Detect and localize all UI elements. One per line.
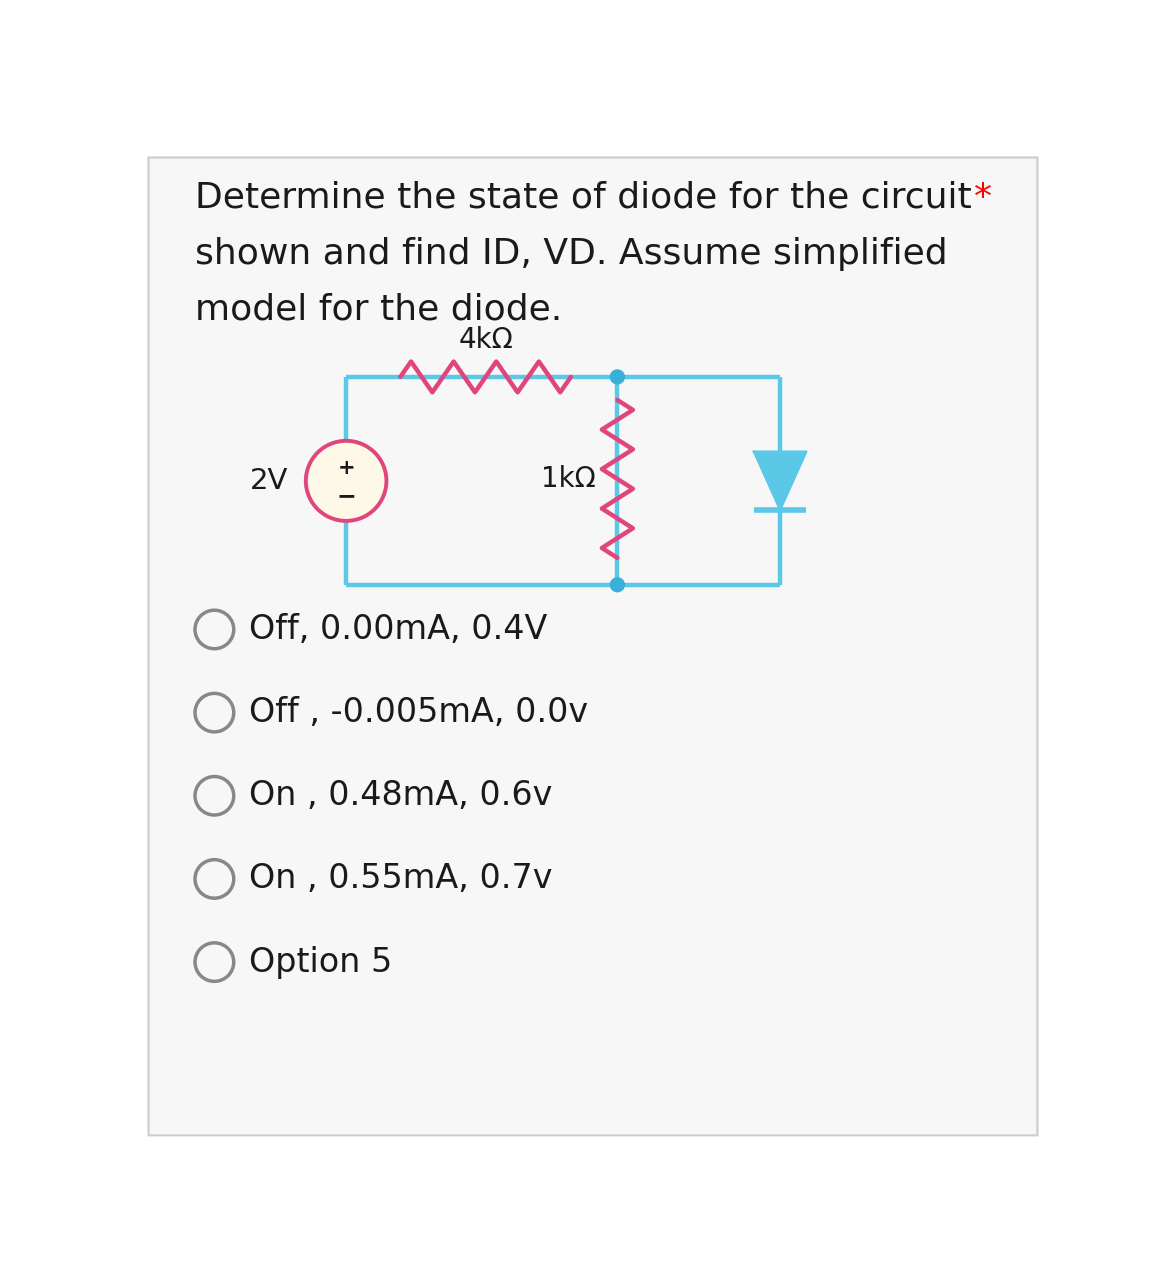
- Polygon shape: [753, 452, 806, 511]
- Circle shape: [305, 440, 386, 521]
- Text: −: −: [337, 484, 356, 508]
- Text: shown and find ID, VD. Assume simplified: shown and find ID, VD. Assume simplified: [196, 237, 948, 271]
- Text: On , 0.55mA, 0.7v: On , 0.55mA, 0.7v: [249, 863, 553, 896]
- Text: model for the diode.: model for the diode.: [196, 293, 562, 326]
- Circle shape: [611, 577, 625, 591]
- Text: Off , -0.005mA, 0.0v: Off , -0.005mA, 0.0v: [249, 696, 589, 730]
- Text: Determine the state of diode for the circuit: Determine the state of diode for the cir…: [196, 180, 972, 215]
- Text: +: +: [338, 458, 355, 477]
- Text: 4kΩ: 4kΩ: [458, 326, 513, 353]
- Text: Option 5: Option 5: [249, 946, 392, 979]
- Circle shape: [611, 370, 625, 384]
- FancyBboxPatch shape: [148, 157, 1038, 1135]
- Text: On , 0.48mA, 0.6v: On , 0.48mA, 0.6v: [249, 780, 553, 813]
- Text: 2V: 2V: [250, 467, 288, 495]
- Text: Off, 0.00mA, 0.4V: Off, 0.00mA, 0.4V: [249, 613, 547, 646]
- Text: 1kΩ: 1kΩ: [541, 465, 596, 493]
- Text: *: *: [974, 180, 992, 215]
